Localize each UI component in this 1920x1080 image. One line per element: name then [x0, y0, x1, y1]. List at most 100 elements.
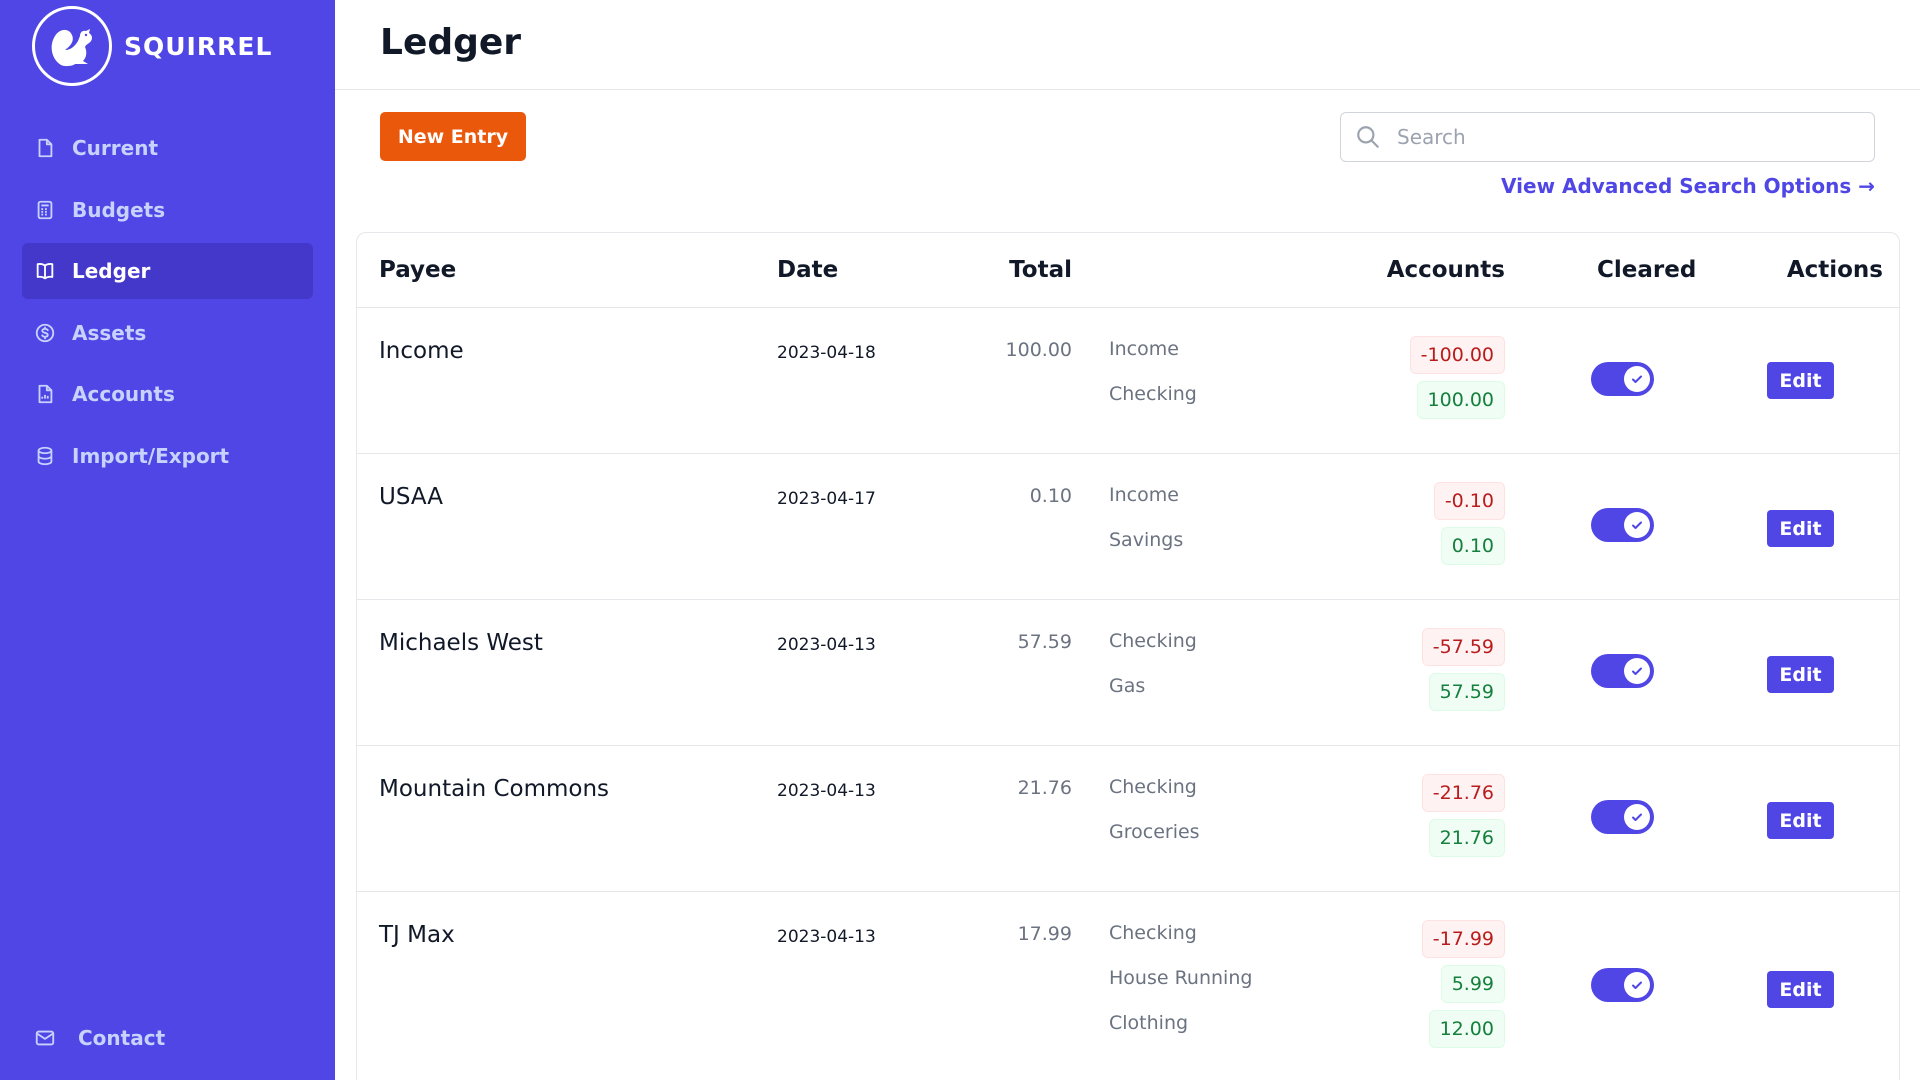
check-icon [1624, 512, 1650, 538]
payee-cell: Michaels West [379, 630, 543, 656]
dollar-circle-icon [34, 322, 56, 344]
sidebar-item-current[interactable]: Current [22, 120, 313, 176]
account-names: Checking Gas [1109, 630, 1197, 720]
amount-badge-negative: -17.99 [1421, 920, 1505, 958]
sidebar-item-ledger[interactable]: Ledger [22, 243, 313, 299]
account-amounts: -17.99 5.99 12.00 [1421, 920, 1505, 1055]
ledger-table: Payee Date Total Accounts Cleared Action… [356, 232, 1900, 1080]
account-names: Checking House Running Clothing [1109, 922, 1252, 1057]
sidebar: SQUIRREL Current Budgets Ledger Assets [0, 0, 335, 1080]
advanced-search-link[interactable]: View Advanced Search Options → [1501, 174, 1875, 198]
total-cell: 21.76 [1017, 777, 1072, 799]
edit-button[interactable]: Edit [1767, 510, 1834, 547]
sidebar-item-contact[interactable]: Contact [34, 1026, 165, 1050]
account-names: Income Checking [1109, 338, 1197, 428]
check-icon [1624, 366, 1650, 392]
column-header-date[interactable]: Date [777, 257, 839, 283]
sidebar-nav: Current Budgets Ledger Assets Accounts [22, 120, 313, 489]
edit-button[interactable]: Edit [1767, 656, 1834, 693]
check-icon [1624, 658, 1650, 684]
date-cell: 2023-04-18 [777, 343, 876, 363]
column-header-accounts[interactable]: Accounts [1386, 257, 1505, 283]
brand[interactable]: SQUIRREL [32, 6, 272, 86]
page-title: Ledger [380, 22, 522, 63]
account-name: House Running [1109, 967, 1253, 989]
date-cell: 2023-04-13 [777, 635, 876, 655]
account-name: Checking [1109, 922, 1197, 944]
column-header-actions: Actions [1786, 257, 1883, 283]
account-name: Savings [1109, 529, 1184, 551]
database-icon [34, 445, 56, 467]
new-entry-button[interactable]: New Entry [380, 112, 526, 161]
amount-badge-positive: 12.00 [1428, 1010, 1505, 1048]
sidebar-item-accounts[interactable]: Accounts [22, 366, 313, 422]
search-input[interactable] [1397, 125, 1837, 149]
amount-badge-positive: 21.76 [1428, 819, 1505, 857]
sidebar-item-label: Ledger [72, 259, 151, 283]
table-row: TJ Max 2023-04-13 17.99 Checking House R… [357, 892, 1899, 1080]
total-cell: 17.99 [1017, 923, 1072, 945]
account-names: Income Savings [1109, 484, 1183, 574]
payee-cell: Income [379, 338, 464, 364]
document-chart-icon [34, 383, 56, 405]
account-name: Income [1109, 484, 1179, 506]
edit-button[interactable]: Edit [1767, 971, 1834, 1008]
amount-badge-negative: -21.76 [1421, 774, 1505, 812]
document-icon [34, 137, 56, 159]
payee-cell: Mountain Commons [379, 776, 610, 802]
amount-badge-positive: 0.10 [1440, 527, 1505, 565]
book-icon [34, 260, 56, 282]
squirrel-icon [32, 6, 112, 86]
total-cell: 0.10 [1029, 485, 1072, 507]
column-header-cleared[interactable]: Cleared [1597, 257, 1697, 283]
account-name: Checking [1109, 630, 1197, 652]
column-header-payee[interactable]: Payee [379, 257, 457, 283]
account-name: Checking [1109, 383, 1197, 405]
table-row: Income 2023-04-18 100.00 Income Checking… [357, 308, 1899, 454]
cleared-toggle[interactable] [1591, 968, 1654, 1002]
cleared-toggle[interactable] [1591, 654, 1654, 688]
amount-badge-positive: 100.00 [1416, 381, 1505, 419]
sidebar-item-budgets[interactable]: Budgets [22, 182, 313, 238]
account-name: Clothing [1109, 1012, 1189, 1034]
date-cell: 2023-04-13 [777, 927, 876, 947]
account-amounts: -57.59 57.59 [1421, 628, 1505, 718]
table-row: USAA 2023-04-17 0.10 Income Savings -0.1… [357, 454, 1899, 600]
account-name: Income [1109, 338, 1179, 360]
payee-cell: TJ Max [379, 922, 455, 948]
account-amounts: -0.10 0.10 [1433, 482, 1505, 572]
table-row: Mountain Commons 2023-04-13 21.76 Checki… [357, 746, 1899, 892]
amount-badge-positive: 57.59 [1428, 673, 1505, 711]
table-row: Michaels West 2023-04-13 57.59 Checking … [357, 600, 1899, 746]
amount-badge-negative: -57.59 [1421, 628, 1505, 666]
account-name: Groceries [1109, 821, 1200, 843]
search-icon [1355, 124, 1381, 150]
column-header-total[interactable]: Total [1009, 257, 1072, 283]
cleared-toggle[interactable] [1591, 508, 1654, 542]
edit-button[interactable]: Edit [1767, 802, 1834, 839]
account-amounts: -21.76 21.76 [1421, 774, 1505, 864]
edit-button[interactable]: Edit [1767, 362, 1834, 399]
cleared-toggle[interactable] [1591, 800, 1654, 834]
amount-badge-negative: -0.10 [1433, 482, 1505, 520]
payee-cell: USAA [379, 484, 443, 510]
account-amounts: -100.00 100.00 [1409, 336, 1505, 426]
check-icon [1624, 972, 1650, 998]
sidebar-item-label: Accounts [72, 382, 175, 406]
sidebar-item-label: Budgets [72, 197, 166, 222]
table-header: Payee Date Total Accounts Cleared Action… [357, 233, 1899, 308]
account-name: Checking [1109, 776, 1197, 798]
total-cell: 57.59 [1017, 631, 1072, 653]
check-icon [1624, 804, 1650, 830]
amount-badge-negative: -100.00 [1409, 336, 1505, 374]
date-cell: 2023-04-13 [777, 781, 876, 801]
search-box[interactable] [1340, 112, 1875, 162]
sidebar-item-assets[interactable]: Assets [22, 305, 313, 361]
sidebar-item-label: Assets [72, 320, 147, 345]
sidebar-item-import-export[interactable]: Import/Export [22, 428, 313, 484]
brand-name: SQUIRREL [124, 31, 273, 61]
account-name: Gas [1109, 675, 1146, 697]
amount-badge-positive: 5.99 [1440, 965, 1505, 1003]
cleared-toggle[interactable] [1591, 362, 1654, 396]
sidebar-item-label: Import/Export [72, 443, 230, 468]
